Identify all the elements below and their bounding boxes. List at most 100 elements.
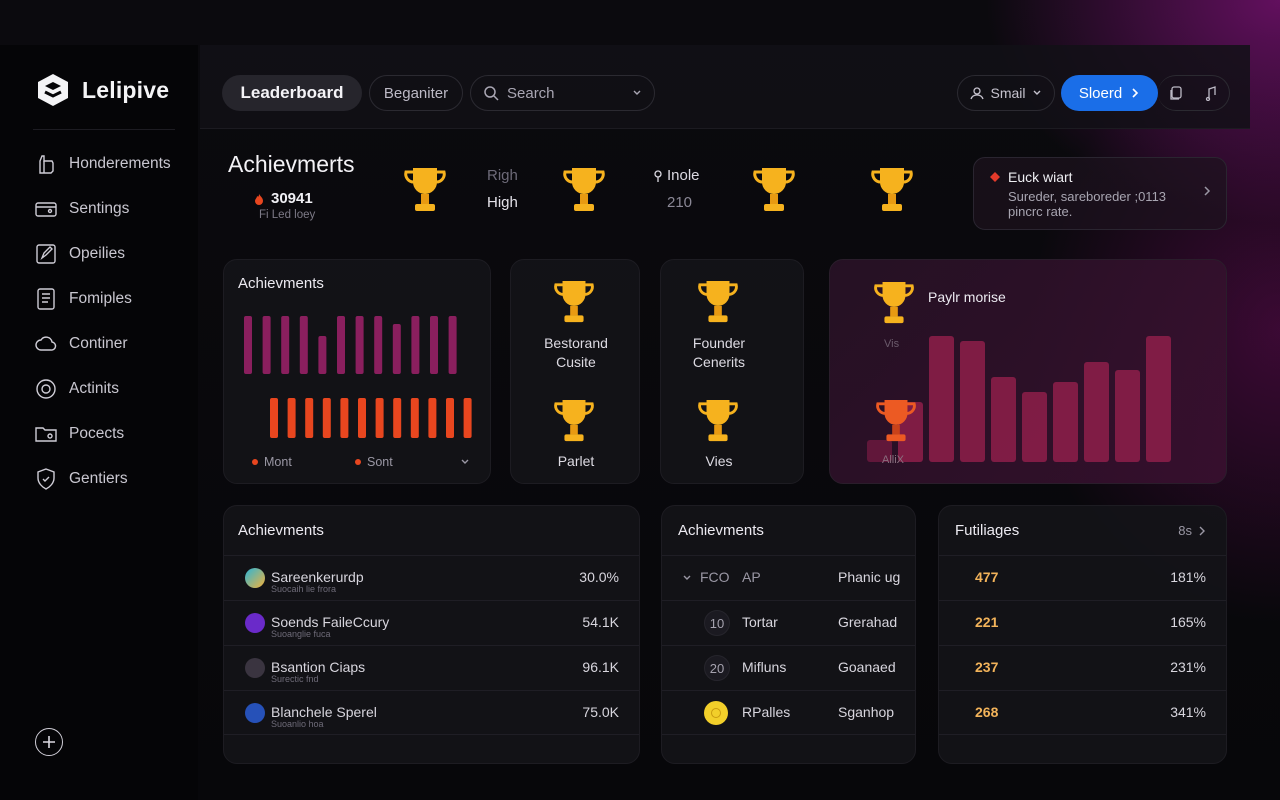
- col2-bottom-label: 210: [667, 194, 693, 211]
- document-icon: [37, 287, 55, 310]
- sidebar-item-honderements[interactable]: Honderements: [34, 141, 194, 186]
- bar-sont-2: [305, 398, 314, 438]
- event-title: Euck wiart: [1008, 169, 1073, 185]
- avatar: [245, 658, 265, 678]
- copy-icon[interactable]: [1168, 85, 1184, 101]
- table-header-link[interactable]: 8s: [1178, 523, 1206, 538]
- player-bar-chart: [867, 336, 1171, 462]
- sidebar-item-continer[interactable]: Continer: [34, 321, 194, 366]
- coin-inner: [711, 708, 721, 718]
- table-row[interactable]: Blanchele Sperel Suoanlio hoa 75.0K: [224, 690, 639, 735]
- add-button[interactable]: [35, 728, 63, 756]
- chevron-right-icon: [1199, 526, 1205, 535]
- bar-player-7: [1084, 362, 1109, 462]
- search-icon: [484, 86, 499, 101]
- chevron-down-icon[interactable]: [682, 574, 692, 582]
- col1-top-label: Righ: [487, 167, 518, 184]
- chart-label-a: Vis: [884, 338, 900, 350]
- edit-icon: [36, 243, 56, 264]
- sidebar-item-opeilies[interactable]: Opeilies: [34, 231, 194, 276]
- search-placeholder: Search: [507, 84, 555, 102]
- badge-label: Founder Cenerits: [661, 334, 777, 372]
- badge-card-1[interactable]: Bestorand Cusite Parlet: [510, 259, 640, 484]
- row-value: 477: [975, 569, 999, 585]
- sidebar-item-pocects[interactable]: Pocects: [34, 411, 194, 456]
- sidebar-item-gentiers[interactable]: Gentiers: [34, 456, 194, 501]
- col2-top: Inole: [653, 167, 700, 184]
- trophy-icon: [698, 281, 738, 323]
- sidebar-item-label: Actinits: [69, 379, 119, 397]
- search-input[interactable]: Search: [470, 75, 655, 111]
- score-value: 30941: [253, 190, 313, 207]
- badge-label-line1: Founder: [692, 335, 746, 351]
- sidebar-item-label: Opeilies: [69, 244, 125, 262]
- avatar: [245, 703, 265, 723]
- bar-sont-7: [393, 398, 402, 438]
- sidebar-item-actinits[interactable]: Actinits: [34, 366, 194, 411]
- bar-player-3: [960, 341, 985, 462]
- avatar: [245, 568, 265, 588]
- rank-badge: 10: [704, 610, 730, 636]
- col1-bottom-label: High: [487, 194, 518, 211]
- table-row[interactable]: Soends FaileCcury Suoanglie fuca 54.1K: [224, 600, 639, 645]
- bar-mont-3: [299, 316, 308, 374]
- score-subtitle: Fi Led loey: [259, 209, 316, 221]
- rank-badge: 20: [704, 655, 730, 681]
- achievements-bar-chart: [244, 316, 472, 438]
- primary-action-label: Sloerd: [1078, 84, 1123, 102]
- row-name: Soends FaileCcury: [271, 614, 390, 630]
- chart-label-b: AlliX: [882, 454, 905, 466]
- bar-mont-10: [430, 316, 438, 374]
- table-row[interactable]: Bsantion Ciaps Surectic fnd 96.1K: [224, 645, 639, 690]
- sidebar-item-fomiples[interactable]: Fomiples: [34, 276, 194, 321]
- toolbar-icon-group: [1158, 75, 1230, 111]
- badge-label: Vies: [705, 453, 733, 469]
- trophy-icon: [871, 168, 913, 211]
- badge-label: Bestorand Cusite: [511, 334, 641, 372]
- bar-sont-10: [446, 398, 454, 438]
- bar-mont-4: [318, 336, 327, 374]
- event-card[interactable]: Euck wiart Sureder, sareboreder ;0113 pi…: [973, 157, 1227, 230]
- chevron-down-icon: [633, 90, 641, 95]
- row-sub: Suoanglie fuca: [271, 629, 331, 639]
- row-sub: Surectic fnd: [271, 674, 319, 684]
- table-row[interactable]: Sareenkerurdp Suocaih lie frora 30.0%: [224, 555, 639, 600]
- badge-card-2[interactable]: Founder Cenerits Vies: [660, 259, 804, 484]
- bar-sont-4: [340, 398, 349, 438]
- table-row[interactable]: 221 165%: [939, 600, 1226, 645]
- primary-action-button[interactable]: Sloerd: [1061, 75, 1158, 111]
- bar-player-8: [1115, 370, 1140, 462]
- row-value: 30.0%: [579, 569, 619, 585]
- legend-dot: [355, 459, 361, 465]
- achievements-table-card: Achievments Sareenkerurdp Suocaih lie fr…: [223, 505, 640, 764]
- bar-mont-7: [374, 316, 383, 374]
- tab-beganiter[interactable]: Beganiter: [369, 75, 463, 111]
- gear-icon: [36, 378, 56, 399]
- sidebar-item-sentings[interactable]: Sentings: [34, 186, 194, 231]
- bar-player-5: [1022, 392, 1047, 462]
- top-bar: Leaderboard Beganiter Search Smail Sloer…: [200, 45, 1250, 129]
- bar-player-6: [1053, 382, 1078, 462]
- table-row[interactable]: 10 Tortar Grerahad: [662, 600, 915, 645]
- table-row[interactable]: 268 341%: [939, 690, 1226, 735]
- sidebar-item-label: Continer: [69, 334, 128, 352]
- col2-top-label: Inole: [667, 167, 700, 184]
- table-row[interactable]: 477 181%: [939, 555, 1226, 600]
- tab-leaderboard[interactable]: Leaderboard: [222, 75, 362, 111]
- table-row[interactable]: 20 Mifluns Goanaed: [662, 645, 915, 690]
- table-row[interactable]: RPalles Sganhop: [662, 690, 915, 735]
- link-icon[interactable]: [1203, 85, 1219, 101]
- table-row[interactable]: 237 231%: [939, 645, 1226, 690]
- ranking-table-card: Achievments FCO AP Phanic ug 10 Tortar G…: [661, 505, 916, 764]
- brand[interactable]: Lelipive: [36, 73, 169, 107]
- sidebar-item-label: Fomiples: [69, 289, 132, 307]
- legend-label: Sont: [367, 455, 393, 469]
- sidebar-item-label: Gentiers: [69, 469, 128, 487]
- trophy-icon: [876, 400, 916, 442]
- chevron-down-icon[interactable]: [460, 458, 470, 466]
- trophy-icon: [554, 281, 594, 323]
- futiliages-table-card: Futiliages 8s 477 181% 221 165% 237 231%…: [938, 505, 1227, 764]
- chevron-right-icon: [1204, 186, 1211, 196]
- bar-mont-11: [448, 316, 457, 374]
- user-dropdown[interactable]: Smail: [957, 75, 1055, 111]
